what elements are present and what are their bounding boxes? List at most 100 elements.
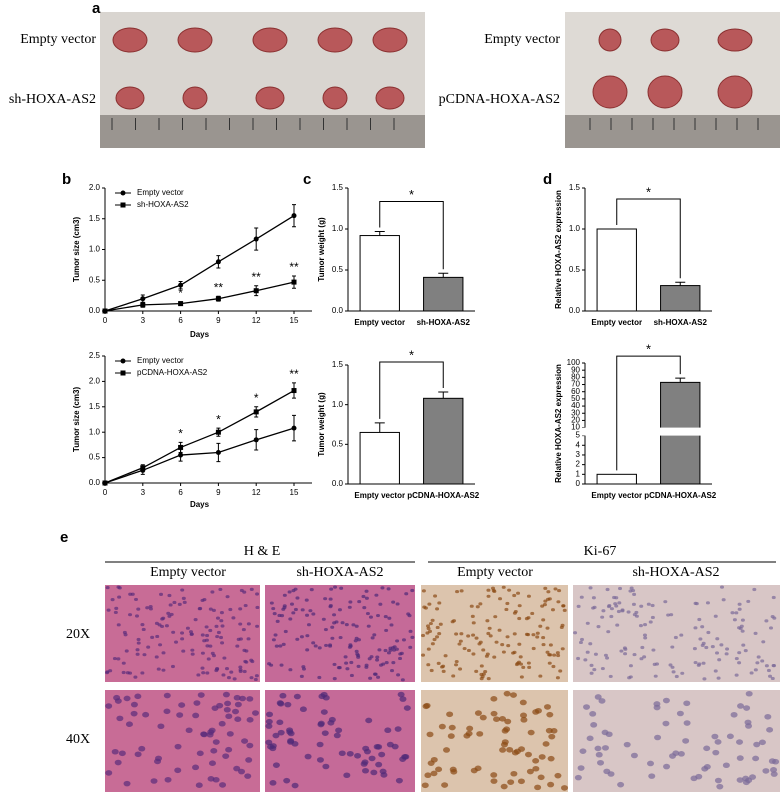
nucleus <box>204 625 209 629</box>
nucleus <box>618 586 623 591</box>
nucleus <box>433 594 438 598</box>
nucleus <box>226 676 231 680</box>
nucleus <box>740 618 745 622</box>
annotation: ** <box>289 367 299 381</box>
nucleus <box>638 624 643 628</box>
nucleus <box>321 617 326 621</box>
nucleus <box>150 778 158 784</box>
nucleus <box>362 745 370 752</box>
nucleus <box>694 602 699 606</box>
nucleus <box>755 661 760 665</box>
nucleus <box>346 750 354 757</box>
y-tick-label: 1.5 <box>89 214 101 223</box>
significance-label: * <box>409 347 414 362</box>
y-tick-label: 0.5 <box>569 265 581 274</box>
nucleus <box>597 759 605 766</box>
nucleus <box>335 727 343 734</box>
nucleus <box>669 613 674 617</box>
nucleus <box>585 621 590 625</box>
nucleus <box>233 765 241 772</box>
nucleus <box>216 630 221 635</box>
nucleus <box>164 776 172 783</box>
nucleus <box>362 767 370 774</box>
nucleus <box>130 592 135 596</box>
nucleus <box>653 674 658 678</box>
nucleus <box>390 646 395 650</box>
nucleus <box>167 593 172 598</box>
nucleus <box>423 606 428 610</box>
nucleus <box>380 586 385 590</box>
nucleus <box>507 588 512 592</box>
nucleus <box>252 710 260 716</box>
error-bar <box>675 281 686 286</box>
nucleus <box>588 642 593 646</box>
nucleus <box>427 602 432 606</box>
nucleus <box>557 588 562 593</box>
nucleus <box>426 626 431 631</box>
nucleus <box>501 585 506 589</box>
nucleus <box>559 625 564 629</box>
nucleus <box>490 696 498 702</box>
y-axis-label: Relative HOXA-AS2 expression <box>554 364 563 483</box>
nucleus <box>154 758 162 765</box>
nucleus <box>305 634 310 638</box>
column-header: sh-HOXA-AS2 <box>296 565 383 580</box>
nucleus <box>114 606 119 611</box>
nucleus <box>215 634 220 639</box>
y-tick-label: 0 <box>576 479 581 488</box>
nucleus <box>354 624 359 628</box>
nucleus <box>408 629 413 633</box>
nucleus <box>190 648 195 652</box>
nucleus <box>113 610 118 615</box>
nucleus <box>317 721 325 728</box>
nucleus <box>543 704 551 710</box>
column-header: sh-HOXA-AS2 <box>632 565 719 580</box>
nucleus <box>493 615 498 619</box>
nucleus <box>724 652 729 656</box>
nucleus <box>118 750 126 757</box>
nucleus <box>225 667 230 671</box>
nucleus <box>246 742 254 749</box>
y-tick-label: 1.5 <box>332 360 344 369</box>
nucleus <box>295 637 300 641</box>
nucleus <box>205 633 210 638</box>
nucleus <box>328 716 336 723</box>
nucleus <box>459 632 464 636</box>
y-axis-label: Tumor weight (g) <box>317 392 326 457</box>
nucleus <box>437 601 442 605</box>
nucleus <box>212 739 220 745</box>
nucleus <box>662 720 670 727</box>
tumor <box>115 86 145 110</box>
nucleus <box>726 733 734 740</box>
nucleus <box>653 704 661 711</box>
nucleus <box>483 669 488 674</box>
nucleus <box>524 751 532 758</box>
nucleus <box>189 632 194 636</box>
nucleus <box>614 604 619 608</box>
nucleus <box>631 602 636 606</box>
nucleus <box>287 590 292 594</box>
ruler <box>100 115 425 148</box>
y-tick-label: 1.5 <box>569 183 581 192</box>
nucleus <box>208 644 213 648</box>
y-tick-label: 10 <box>571 423 580 432</box>
nucleus <box>642 633 647 637</box>
nucleus <box>134 751 142 758</box>
nucleus <box>560 647 565 651</box>
nucleus <box>146 645 151 649</box>
nucleus <box>400 678 405 682</box>
nucleus <box>333 585 338 589</box>
nucleus <box>558 669 563 673</box>
panel-label: c <box>303 171 311 188</box>
nucleus <box>395 602 400 606</box>
nucleus <box>193 618 198 622</box>
nucleus <box>159 592 164 596</box>
nucleus <box>592 667 597 672</box>
tumor <box>647 75 683 109</box>
nucleus <box>195 782 203 788</box>
tumor <box>322 86 348 110</box>
nucleus <box>345 667 350 671</box>
legend-label: pCDNA-HOXA-AS2 <box>137 368 208 377</box>
nucleus <box>501 650 506 654</box>
nucleus <box>736 739 744 745</box>
